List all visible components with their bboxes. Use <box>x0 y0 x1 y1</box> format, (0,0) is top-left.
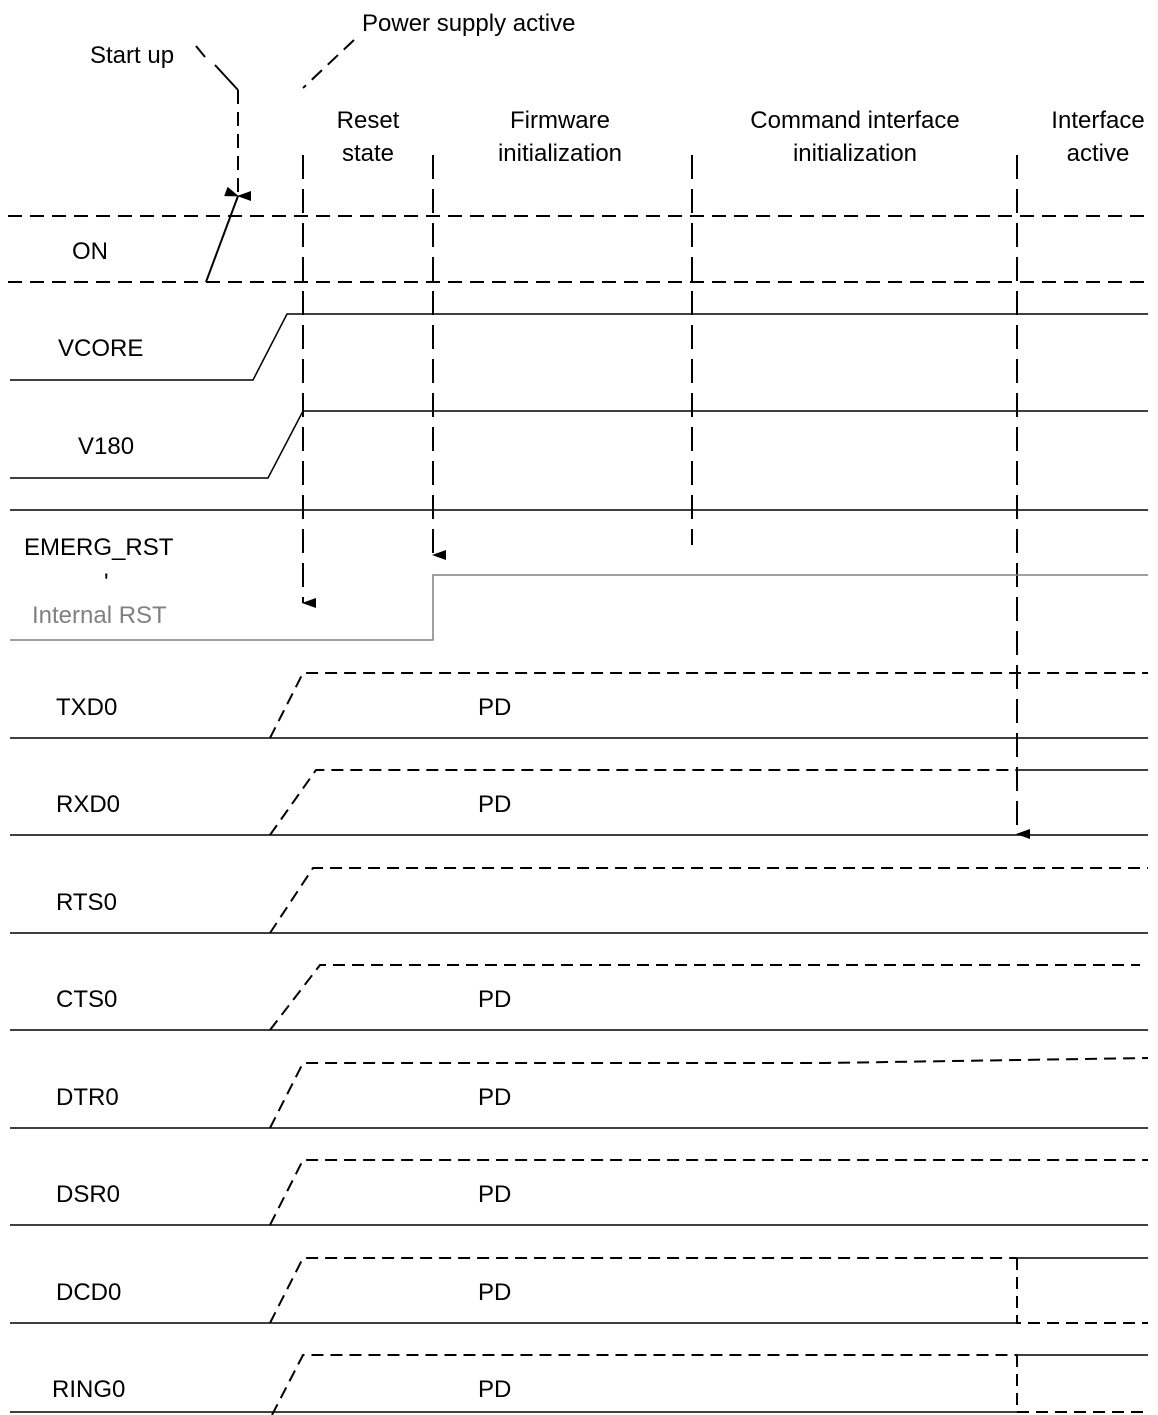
start-up-leader-1 <box>195 45 206 58</box>
signal-cts0: CTS0 PD <box>10 964 1148 1031</box>
phase-reset-line1: Reset <box>337 107 400 134</box>
signal-dsr0-label: DSR0 <box>56 1181 120 1208</box>
signal-vcore: VCORE <box>10 313 1148 381</box>
on-arrow <box>205 186 239 283</box>
signal-txd0-label: TXD0 <box>56 694 117 721</box>
power-supply-annotation: Power supply active <box>302 10 575 89</box>
phase-interface-line1: Interface <box>1051 107 1144 134</box>
signal-dsr0: DSR0 PD <box>10 1159 1148 1226</box>
signal-on-label: ON <box>72 238 108 265</box>
phase-command-line1: Command interface <box>750 107 959 134</box>
phase-command-line2: initialization <box>793 140 917 167</box>
cts0-dashed-waveform <box>269 964 1140 1031</box>
start-up-label: Start up <box>90 42 174 69</box>
signal-v180: V180 <box>10 410 1148 479</box>
txd0-pd-label: PD <box>478 694 511 721</box>
dcd0-dashed-waveform <box>269 1257 1017 1324</box>
power-supply-leader <box>302 39 355 89</box>
phase-interface-line2: active <box>1067 140 1130 167</box>
phase-firmware-line2: initialization <box>498 140 622 167</box>
start-up-annotation: Start up <box>90 42 251 201</box>
signal-rxd0-label: RXD0 <box>56 791 120 818</box>
start-up-leader-2 <box>214 64 239 91</box>
phase-reset-line2: state <box>342 140 394 167</box>
dcd0-active-dashed <box>1016 1258 1148 1324</box>
signal-ring0-label: RING0 <box>52 1376 125 1403</box>
rts0-dashed-waveform <box>269 867 1148 934</box>
emerg-rst-separator: ' <box>104 569 109 596</box>
signal-emerg-rst: EMERG_RST ' Internal RST <box>10 509 1148 641</box>
dsr0-pd-label: PD <box>478 1181 511 1208</box>
signal-txd0: TXD0 PD <box>10 672 1148 739</box>
signal-v180-label: V180 <box>78 433 134 460</box>
dtr0-dashed-waveform <box>269 1057 1149 1129</box>
cts0-pd-label: PD <box>478 986 511 1013</box>
signal-dcd0-label: DCD0 <box>56 1279 121 1306</box>
internal-rst-waveform <box>10 574 1148 641</box>
vcore-waveform <box>10 313 1148 381</box>
rxd0-dashed-waveform <box>269 769 1017 836</box>
dsr0-dashed-waveform <box>269 1159 1148 1226</box>
phase-headers: Reset state Firmware initialization Comm… <box>337 107 1145 167</box>
signal-internal-rst-label: Internal RST <box>32 602 167 629</box>
signal-on: ON <box>8 186 1150 283</box>
signal-cts0-label: CTS0 <box>56 986 117 1013</box>
signal-dtr0: DTR0 PD <box>10 1057 1149 1129</box>
signal-dcd0: DCD0 PD <box>10 1257 1148 1324</box>
signal-vcore-label: VCORE <box>58 335 143 362</box>
rxd0-pd-label: PD <box>478 791 511 818</box>
signal-dtr0-label: DTR0 <box>56 1084 119 1111</box>
phase-firmware-line1: Firmware <box>510 107 610 134</box>
ring0-active-dashed <box>1016 1355 1148 1413</box>
power-supply-active-label: Power supply active <box>362 10 575 37</box>
ring0-dashed-waveform <box>271 1354 1017 1415</box>
signal-rts0: RTS0 <box>10 867 1148 934</box>
signal-emerg-rst-label: EMERG_RST <box>24 534 174 561</box>
ring0-pd-label: PD <box>478 1376 511 1403</box>
txd0-dashed-waveform <box>269 672 1148 739</box>
signal-ring0: RING0 PD <box>10 1354 1148 1415</box>
signal-rxd0: RXD0 PD <box>10 769 1148 836</box>
dcd0-pd-label: PD <box>478 1279 511 1306</box>
signal-rts0-label: RTS0 <box>56 889 117 916</box>
v180-waveform <box>10 410 1148 479</box>
phase-boundaries <box>302 155 1030 839</box>
dtr0-pd-label: PD <box>478 1084 511 1111</box>
